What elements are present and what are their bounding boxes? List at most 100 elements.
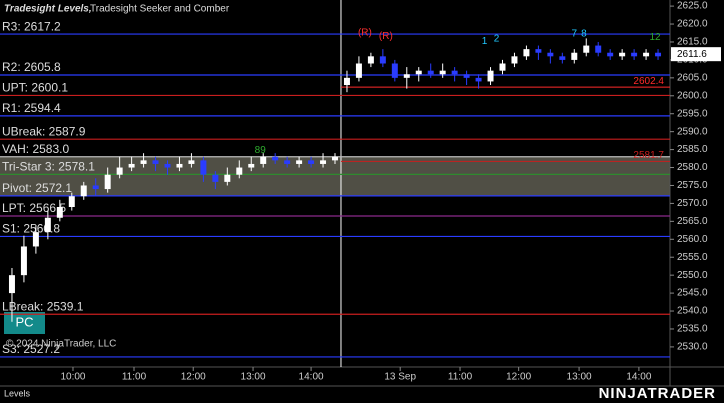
- candle-body: [92, 185, 99, 190]
- x-tick-label: 14:00: [626, 372, 651, 383]
- candle-body: [631, 52, 638, 57]
- level-label: LBreak: 2539.1: [2, 299, 84, 313]
- candle-body: [308, 160, 315, 164]
- y-tick-label: 2535.0: [677, 324, 708, 335]
- annotation: 7: [572, 28, 578, 39]
- candle-body: [619, 52, 626, 57]
- level-label: S1: 2560.8: [2, 222, 60, 236]
- candle-body: [20, 246, 27, 276]
- annotation: 89: [255, 145, 267, 156]
- copyright: © 2024 NinjaTrader, LLC: [6, 339, 116, 350]
- candle-body: [8, 275, 15, 294]
- y-tick-label: 2600.0: [677, 90, 708, 101]
- candle-body: [284, 160, 291, 164]
- candle-body: [152, 160, 159, 164]
- y-tick-label: 2555.0: [677, 252, 708, 263]
- level-label: R1: 2594.4: [2, 101, 61, 115]
- candle-body: [260, 156, 267, 164]
- candle-body: [32, 232, 39, 247]
- candle-body: [499, 63, 506, 71]
- level-label: R3: 2617.2: [2, 19, 61, 33]
- candle-body: [128, 163, 135, 168]
- x-tick-label: 10:00: [60, 372, 85, 383]
- candle-body: [583, 45, 590, 53]
- candle-body: [511, 56, 518, 64]
- candle-body: [427, 70, 434, 75]
- x-tick-label: 13 Sep: [384, 372, 416, 383]
- price-line-label: 2581.7: [633, 150, 664, 161]
- level-label: UPT: 2600.1: [2, 81, 68, 95]
- level-label: UBreak: 2587.9: [2, 124, 86, 138]
- x-tick-label: 13:00: [241, 372, 266, 383]
- candle-body: [487, 70, 494, 82]
- candle-body: [535, 49, 542, 53]
- candle-body: [56, 206, 63, 218]
- candle-body: [236, 167, 243, 175]
- annotation: (R): [358, 28, 372, 39]
- y-tick-label: 2575.0: [677, 180, 708, 191]
- level-label: VAH: 2583.0: [2, 142, 69, 156]
- level-label: R2: 2605.8: [2, 60, 61, 74]
- pc-button[interactable]: [4, 312, 45, 334]
- annotation: 2: [494, 34, 500, 45]
- annotation: 1: [482, 36, 488, 47]
- candle-body: [224, 174, 231, 182]
- brand-logo: NINJATRADER: [599, 385, 716, 402]
- x-tick-label: 12:00: [181, 372, 206, 383]
- candle-body: [391, 63, 398, 78]
- candle-body: [212, 174, 219, 182]
- candle-body: [403, 74, 410, 78]
- pc-button-label[interactable]: PC: [15, 314, 33, 329]
- candle-body: [379, 56, 386, 64]
- y-tick-label: 2550.0: [677, 270, 708, 281]
- panel-label: Levels: [4, 388, 31, 398]
- last-price-box: [671, 47, 721, 62]
- y-tick-label: 2570.0: [677, 198, 708, 209]
- x-tick-label: 11:00: [122, 372, 147, 383]
- x-tick-label: 12:00: [506, 372, 531, 383]
- candle-body: [415, 70, 422, 75]
- candle-body: [68, 196, 75, 207]
- x-tick-label: 13:00: [567, 372, 592, 383]
- candle-body: [140, 160, 147, 164]
- level-label: Pivot: 2572.1: [2, 181, 72, 195]
- level-label: S3: 2527.2: [2, 342, 60, 356]
- y-tick-label: 2540.0: [677, 306, 708, 317]
- price-line-label: 2602.4: [633, 76, 664, 87]
- candle-body: [367, 56, 374, 64]
- candle-body: [655, 52, 662, 57]
- candle-body: [343, 77, 350, 86]
- x-tick-label: 14:00: [299, 372, 324, 383]
- chart-subtitle: Tradesight Seeker and Comber: [90, 4, 230, 15]
- candle-body: [463, 74, 470, 78]
- candle-body: [80, 185, 87, 197]
- candle-body: [559, 56, 566, 60]
- candle-body: [607, 52, 614, 57]
- level-label: Tri-Star 3: 2578.1: [2, 160, 95, 174]
- y-tick-label: 2595.0: [677, 108, 708, 119]
- candle-body: [164, 163, 171, 168]
- y-tick-label: 2530.0: [677, 342, 708, 353]
- candle-body: [116, 167, 123, 175]
- candle-body: [355, 63, 362, 78]
- x-tick-label: 11:00: [448, 372, 473, 383]
- candle-body: [44, 217, 51, 233]
- candle-body: [439, 70, 446, 75]
- y-tick-label: 2590.0: [677, 126, 708, 137]
- candle-body: [475, 77, 482, 82]
- y-tick-label: 2605.0: [677, 72, 708, 83]
- candle-body: [248, 163, 255, 168]
- y-tick-label: 2565.0: [677, 216, 708, 227]
- y-tick-label: 2625.0: [677, 1, 708, 12]
- y-tick-label: 2585.0: [677, 144, 708, 155]
- last-price-label: 2611.6: [677, 49, 707, 60]
- chart-title: Tradesight Levels,: [4, 4, 92, 15]
- candle-body: [523, 49, 530, 57]
- candle-body: [296, 160, 303, 164]
- annotation: 12: [649, 32, 661, 43]
- y-tick-label: 2615.0: [677, 37, 708, 48]
- y-tick-label: 2545.0: [677, 288, 708, 299]
- y-tick-label: 2620.0: [677, 19, 708, 30]
- candle-body: [451, 70, 458, 75]
